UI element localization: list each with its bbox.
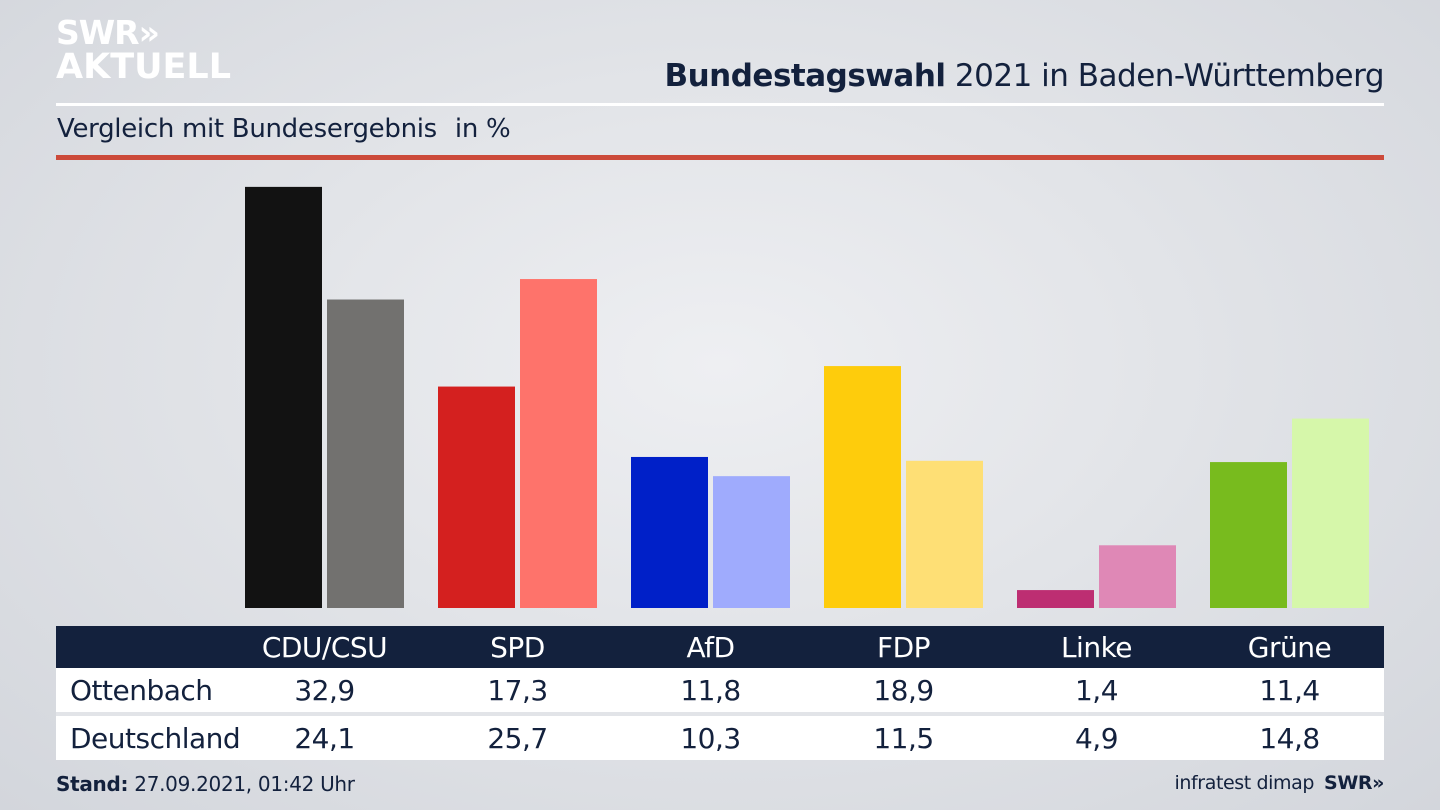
chart-title-rest: 2021 in Baden-Württemberg (945, 58, 1385, 94)
column-header: Linke (1060, 630, 1133, 664)
bar-deutschland-grüne (1292, 418, 1369, 608)
swr-brand: SWR» (1324, 772, 1384, 794)
column-header: AfD (686, 630, 735, 664)
column-header: SPD (490, 630, 545, 664)
value-cell: 4,9 (1074, 721, 1119, 755)
timestamp: Stand: 27.09.2021, 01:42 Uhr (56, 772, 355, 796)
logo-line-1: SWR» (56, 13, 160, 52)
chart-subtitle: Vergleich mit Bundesergebnis in % (57, 114, 511, 144)
bar-deutschland-fdp (906, 460, 983, 608)
bar-ottenbach-grüne (1210, 462, 1287, 608)
swr-aktuell-logo: SWR» AKTUELL (56, 16, 231, 85)
unit-label: in % (454, 114, 511, 144)
bar-ottenbach-afd (631, 456, 708, 608)
table-row-ottenbach: Ottenbach 32,9 17,3 11,8 18,9 1,4 11,4 (56, 668, 1384, 712)
stand-value: 27.09.2021, 01:42 Uhr (128, 772, 355, 796)
value-cell: 25,7 (487, 721, 548, 755)
row-label: Ottenbach (70, 673, 213, 707)
value-cell: 10,3 (680, 721, 741, 755)
row-divider (56, 712, 1384, 716)
title-divider (56, 103, 1384, 106)
value-cell: 1,4 (1074, 673, 1119, 707)
value-cell: 32,9 (294, 673, 355, 707)
value-cell: 17,3 (487, 673, 548, 707)
bar-deutschland-cdu-csu (327, 299, 404, 608)
column-header: Grüne (1247, 630, 1332, 664)
bar-ottenbach-spd (438, 386, 515, 608)
value-cell: 18,9 (873, 673, 934, 707)
logo-line-2: AKTUELL (56, 47, 232, 87)
stand-label: Stand: (56, 772, 129, 796)
table-row-deutschland: Deutschland 24,1 25,7 10,3 11,5 4,9 14,8 (56, 716, 1384, 760)
subtitle-divider (56, 155, 1384, 160)
source-text: infratest dimap (1174, 772, 1315, 794)
bar-chart (245, 186, 1369, 608)
subtitle-text: Vergleich mit Bundesergebnis (57, 114, 437, 144)
results-table: CDU/CSU SPD AfD FDP Linke Grüne Ottenbach 32,9… (56, 626, 1384, 760)
column-header: FDP (876, 630, 931, 664)
source-credit: infratest dimap SWR» (1175, 772, 1385, 794)
table-header-row: CDU/CSU SPD AfD FDP Linke Grüne (56, 626, 1384, 668)
bar-ottenbach-fdp (824, 366, 901, 608)
chart-title-bold: Bundestagswahl (664, 58, 946, 94)
column-header: CDU/CSU (261, 630, 388, 664)
value-cell: 11,4 (1259, 673, 1320, 707)
value-cell: 11,8 (680, 673, 741, 707)
value-cell: 14,8 (1259, 721, 1320, 755)
bar-ottenbach-linke (1017, 590, 1094, 608)
row-label: Deutschland (70, 721, 241, 755)
value-cell: 11,5 (873, 721, 934, 755)
chart-title: Bundestagswahl 2021 in Baden-Württemberg (664, 58, 1384, 94)
bar-ottenbach-cdu-csu (245, 186, 322, 608)
value-cell: 24,1 (294, 721, 355, 755)
bar-deutschland-afd (713, 476, 790, 608)
bar-deutschland-spd (520, 279, 597, 608)
bar-deutschland-linke (1099, 545, 1176, 608)
